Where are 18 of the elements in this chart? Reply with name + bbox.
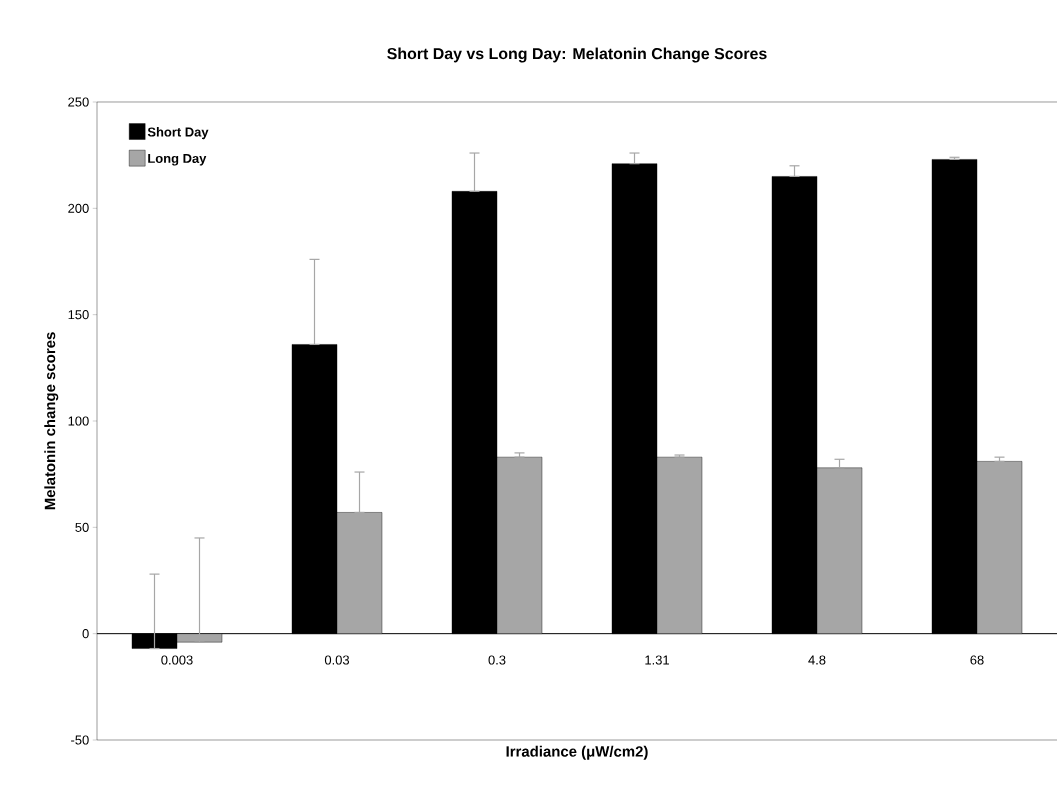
y-axis-title: Melatonin change scores <box>44 332 59 510</box>
legend-label: Short Day <box>147 127 209 140</box>
legend-label: Long Day <box>148 153 207 166</box>
x-tick-label: 0.3 <box>488 655 506 665</box>
y-tick-label: 150 <box>68 310 89 320</box>
y-tick-label: -50 <box>71 735 89 745</box>
x-tick-label: 0.03 <box>324 655 350 665</box>
y-tick-label: 200 <box>68 203 89 213</box>
x-tick-label: 0.003 <box>161 655 193 665</box>
y-tick-label: 0 <box>82 629 89 639</box>
x-axis-title: Irradiance (μW/cm2) <box>506 745 648 760</box>
y-tick-label: 250 <box>68 97 89 107</box>
x-tick-label: 68 <box>970 655 984 665</box>
x-tick-label: 1.31 <box>645 655 669 665</box>
chart-title: Short Day vs Long Day: Melatonin Change Scores <box>387 47 767 63</box>
x-tick-label: 4.8 <box>808 655 826 665</box>
y-tick-label: 50 <box>75 522 89 532</box>
y-tick-label: 100 <box>68 416 89 426</box>
